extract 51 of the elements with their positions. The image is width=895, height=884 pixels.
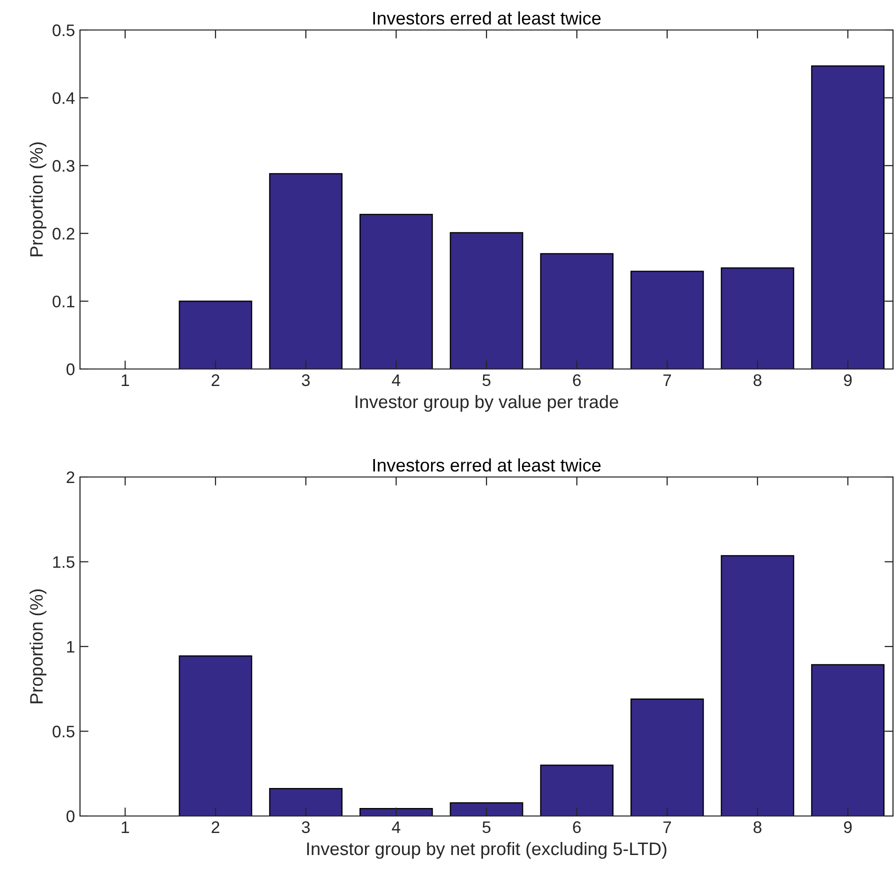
x-tick-label: 2 [212,374,220,386]
bar [359,808,433,816]
x-tick-label: 2 [212,821,220,833]
y-tick-label: 2 [66,471,74,484]
bar [720,267,794,369]
y-axis-title: Proportion (%) [30,589,46,704]
x-tick-label: 4 [392,374,400,386]
bar [540,764,614,816]
bar [811,664,885,816]
x-axis-title: Investor group by value per trade [356,394,618,412]
x-tick-label: 8 [754,374,762,386]
bar [450,232,524,369]
bar [450,802,524,816]
y-tick-label: 1.5 [53,556,74,568]
bar [269,788,343,816]
y-tick-label: 0.5 [52,726,74,738]
x-tick-label: 1 [122,374,129,386]
y-tick-label: 0.3 [52,160,74,172]
bar [630,270,704,369]
x-tick-label: 7 [663,821,671,833]
bar [359,214,433,369]
y-tick-label: 0.2 [52,228,74,240]
chart-title: Investors erred at least twice [373,458,601,472]
x-tick-label: 9 [844,374,852,386]
y-tick-label: 0.1 [52,296,74,308]
bar [811,65,885,369]
bar [720,555,794,816]
x-axis-title: Investor group by net profit (excluding 5-LTD) [307,842,666,859]
bar [178,655,252,816]
x-tick-label: 9 [844,821,852,834]
bar [178,300,252,369]
y-tick-label: 0.5 [52,24,74,36]
y-tick-label: 0 [66,363,74,376]
bar [540,253,614,369]
x-tick-label: 4 [392,821,400,833]
x-tick-label: 3 [302,374,310,386]
x-tick-label: 5 [482,821,490,834]
x-tick-label: 8 [754,821,762,834]
y-tick-label: 0.4 [52,92,75,104]
y-axis-title: Proportion (%) [30,142,46,256]
x-tick-label: 1 [122,821,129,833]
y-tick-label: 0 [66,810,74,822]
x-tick-label: 5 [482,374,490,386]
chart-title: Investors erred at least twice [373,11,601,25]
bar [630,698,704,816]
x-tick-label: 6 [573,821,581,834]
x-tick-label: 7 [663,374,671,386]
y-tick-label: 1 [67,641,74,653]
bar [269,173,343,369]
x-tick-label: 3 [302,821,310,834]
x-tick-label: 6 [573,374,581,386]
